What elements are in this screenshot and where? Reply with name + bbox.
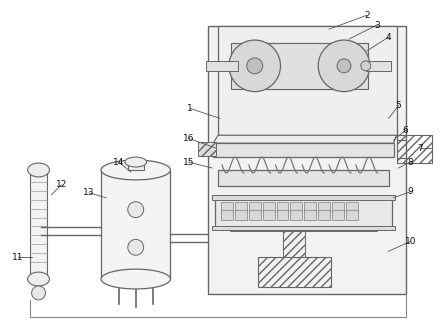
- Bar: [218, 170, 388, 186]
- Text: 5: 5: [396, 101, 401, 110]
- Circle shape: [337, 59, 351, 73]
- Ellipse shape: [101, 269, 170, 289]
- Circle shape: [318, 40, 370, 92]
- Bar: [221, 210, 233, 219]
- Bar: [277, 210, 289, 219]
- Bar: [304, 210, 316, 219]
- Bar: [235, 210, 247, 219]
- Polygon shape: [213, 135, 396, 143]
- Bar: [277, 202, 289, 211]
- Bar: [215, 198, 392, 227]
- Bar: [212, 225, 395, 230]
- Bar: [101, 170, 170, 279]
- Bar: [235, 202, 247, 211]
- Bar: [208, 26, 406, 294]
- Bar: [263, 210, 274, 219]
- Bar: [249, 202, 261, 211]
- Circle shape: [32, 286, 45, 300]
- Bar: [290, 210, 302, 219]
- Bar: [366, 61, 391, 71]
- Bar: [206, 61, 238, 71]
- Ellipse shape: [125, 157, 147, 167]
- Bar: [318, 210, 330, 219]
- Text: 13: 13: [83, 188, 95, 197]
- Circle shape: [229, 40, 281, 92]
- Bar: [231, 43, 368, 89]
- Bar: [332, 202, 344, 211]
- Ellipse shape: [101, 160, 170, 180]
- Bar: [212, 195, 395, 200]
- Text: 12: 12: [56, 180, 67, 189]
- Text: 8: 8: [408, 158, 413, 166]
- Bar: [290, 202, 302, 211]
- Bar: [221, 202, 233, 211]
- Bar: [30, 170, 48, 279]
- Text: 9: 9: [408, 187, 413, 196]
- Text: 11: 11: [12, 253, 24, 262]
- Bar: [346, 210, 358, 219]
- Text: 7: 7: [417, 144, 423, 153]
- Text: 2: 2: [364, 11, 369, 20]
- Bar: [332, 210, 344, 219]
- Bar: [198, 142, 216, 156]
- Text: 1: 1: [187, 104, 193, 113]
- Text: 15: 15: [182, 158, 194, 166]
- Bar: [304, 202, 316, 211]
- Bar: [283, 227, 305, 257]
- Bar: [218, 26, 396, 135]
- Text: 3: 3: [374, 21, 380, 30]
- Bar: [263, 202, 274, 211]
- Bar: [346, 202, 358, 211]
- Text: 4: 4: [386, 33, 392, 42]
- Circle shape: [128, 202, 144, 217]
- Bar: [258, 257, 331, 287]
- Text: 14: 14: [113, 158, 125, 166]
- Bar: [230, 227, 377, 231]
- Text: 16: 16: [182, 134, 194, 143]
- Bar: [249, 210, 261, 219]
- Ellipse shape: [28, 272, 49, 286]
- Bar: [318, 202, 330, 211]
- Bar: [213, 143, 393, 157]
- Bar: [128, 162, 144, 170]
- Text: 10: 10: [404, 237, 416, 246]
- Ellipse shape: [28, 163, 49, 177]
- Bar: [396, 135, 432, 163]
- Circle shape: [128, 239, 144, 255]
- Text: 6: 6: [403, 126, 408, 135]
- Circle shape: [361, 61, 371, 71]
- Circle shape: [247, 58, 263, 74]
